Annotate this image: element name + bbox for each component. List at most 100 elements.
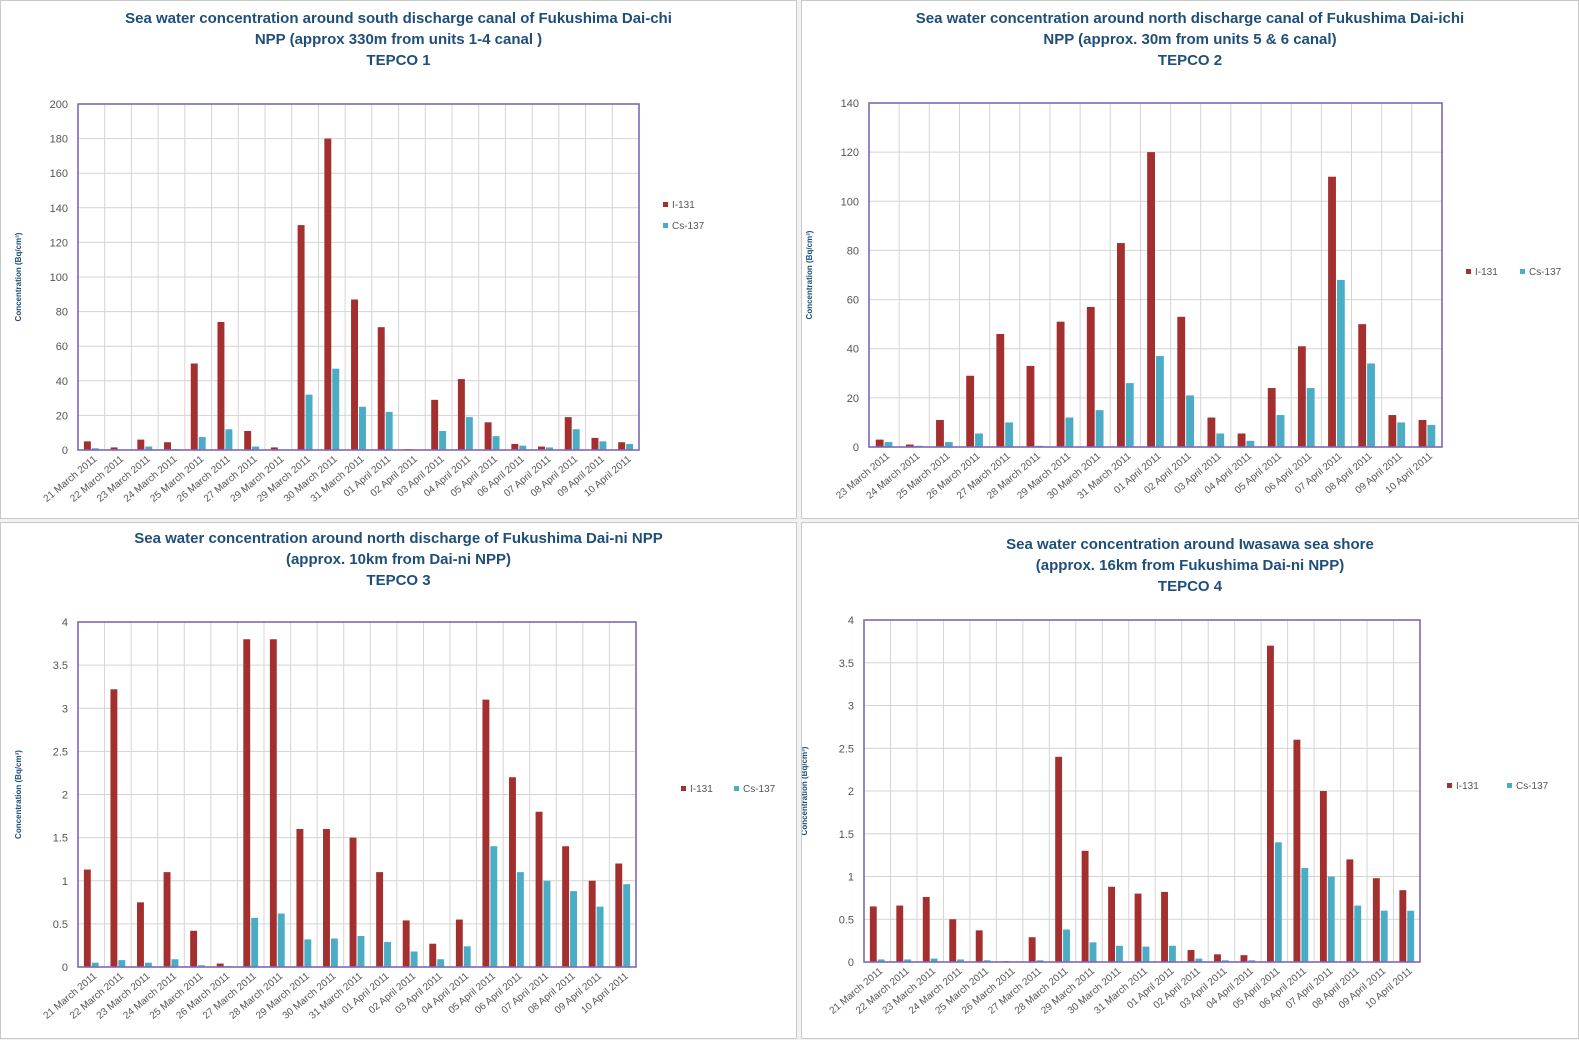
- bar: [1188, 950, 1195, 962]
- bar: [323, 829, 330, 967]
- y-tick-label: 1: [62, 876, 68, 888]
- bar: [386, 412, 393, 450]
- bar: [384, 942, 391, 967]
- legend-swatch: [1507, 783, 1512, 788]
- bar: [1354, 906, 1361, 962]
- y-tick-label: 20: [56, 410, 68, 422]
- y-tick-label: 60: [56, 341, 68, 353]
- bar: [110, 689, 117, 967]
- bar: [1399, 890, 1406, 962]
- bar: [923, 897, 930, 962]
- y-tick-label: 2.5: [839, 743, 854, 755]
- bar: [870, 906, 877, 962]
- y-tick-label: 140: [841, 98, 859, 110]
- bar: [509, 777, 516, 967]
- y-tick-label: 0.5: [839, 914, 854, 926]
- bar: [1293, 740, 1300, 962]
- y-tick-label: 60: [847, 295, 859, 307]
- bar: [1147, 152, 1155, 447]
- bar: [949, 919, 956, 962]
- plot-area: [869, 103, 1442, 447]
- bar: [623, 884, 630, 967]
- y-tick-label: 40: [847, 344, 859, 356]
- bar: [1126, 383, 1134, 447]
- bar: [1373, 878, 1380, 962]
- bar: [1268, 388, 1276, 447]
- y-tick-label: 1.5: [53, 833, 68, 845]
- y-axis-label: Concentration (Bq/cm³): [14, 232, 23, 321]
- bar: [1005, 422, 1013, 447]
- bar: [376, 872, 383, 967]
- bar: [1381, 911, 1388, 962]
- bar: [1066, 418, 1074, 447]
- legend-label: I-131: [690, 784, 713, 795]
- legend-label: Cs-137: [672, 221, 705, 232]
- bar: [1346, 859, 1353, 962]
- y-tick-label: 100: [50, 272, 68, 284]
- bar: [84, 441, 91, 450]
- bar: [164, 872, 171, 967]
- bar: [1177, 317, 1185, 447]
- bar: [1156, 356, 1164, 447]
- y-tick-label: 3.5: [839, 658, 854, 670]
- x-tick-label: 10 April 2011: [582, 454, 634, 500]
- bar: [966, 376, 974, 447]
- bar: [464, 946, 471, 967]
- bar: [358, 936, 365, 967]
- chart-panel-tepco-1: Sea water concentration around south dis…: [0, 0, 797, 519]
- bar: [378, 327, 385, 450]
- bar: [1116, 946, 1123, 962]
- bar: [359, 407, 366, 450]
- legend-swatch: [1466, 269, 1471, 274]
- y-tick-label: 80: [847, 245, 859, 257]
- chart-panel-tepco-2: Sea water concentration around north dis…: [801, 0, 1579, 519]
- bar: [1027, 366, 1035, 447]
- bar: [1407, 911, 1414, 962]
- bar: [137, 902, 144, 967]
- bar: [1246, 441, 1254, 447]
- bar: [1186, 395, 1194, 447]
- bar: [251, 918, 258, 967]
- y-axis-label: Concentration (Bq/cm³): [14, 750, 23, 839]
- bar: [536, 812, 543, 967]
- legend-swatch: [663, 202, 668, 207]
- bar: [1307, 388, 1315, 447]
- bar: [1328, 877, 1335, 963]
- bar: [1063, 930, 1070, 962]
- y-tick-label: 2.5: [53, 746, 68, 758]
- bar: [1055, 757, 1062, 962]
- bar: [403, 920, 410, 967]
- bar: [1388, 415, 1396, 447]
- bar: [324, 139, 331, 450]
- bar: [1241, 955, 1248, 962]
- bar: [431, 400, 438, 450]
- bar: [1277, 415, 1285, 447]
- bar: [456, 920, 463, 967]
- y-tick-label: 100: [841, 196, 859, 208]
- bar: [493, 436, 500, 450]
- bar: [278, 914, 285, 967]
- bar: [1238, 433, 1246, 447]
- y-tick-label: 3: [848, 701, 854, 713]
- bar: [458, 379, 465, 450]
- y-tick-label: 120: [841, 147, 859, 159]
- chart-panel-tepco-4: Sea water concentration around Iwasawa s…: [801, 522, 1579, 1039]
- legend-label: Cs-137: [743, 784, 776, 795]
- legend-label: I-131: [1456, 781, 1479, 792]
- bar: [244, 431, 251, 450]
- bar: [191, 364, 198, 451]
- bar: [573, 429, 580, 450]
- bar: [482, 700, 489, 967]
- bar: [217, 322, 224, 450]
- bar: [618, 442, 625, 450]
- y-tick-label: 0.5: [53, 919, 68, 931]
- bar: [429, 944, 436, 967]
- bar: [936, 420, 944, 447]
- bar: [1419, 420, 1427, 447]
- y-tick-label: 4: [62, 617, 68, 629]
- bar: [225, 429, 232, 450]
- bar: [1267, 646, 1274, 962]
- legend-label: I-131: [1475, 267, 1498, 278]
